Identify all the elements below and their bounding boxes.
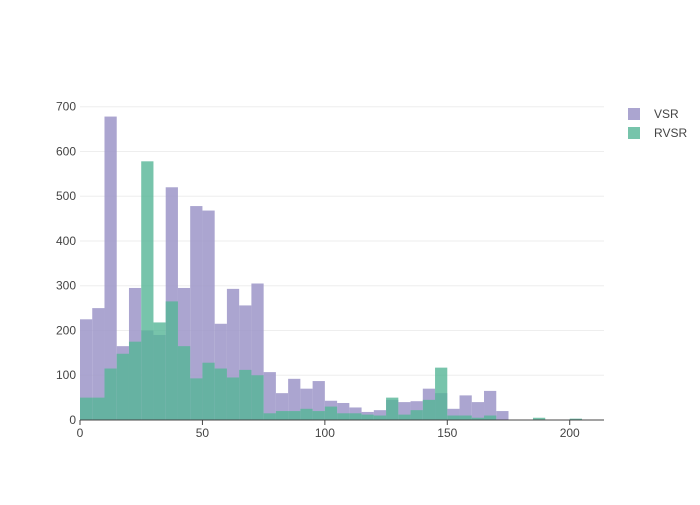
bar-rvsr	[386, 397, 399, 420]
bar-rvsr	[422, 399, 436, 420]
bar-rvsr	[116, 353, 129, 420]
y-tick-label: 400	[56, 234, 76, 248]
bar-rvsr	[447, 415, 460, 420]
legend[interactable]: VSR RVSR	[628, 107, 687, 140]
bar-vsr	[447, 408, 460, 420]
bar-vsr	[373, 410, 387, 420]
bar-rvsr	[471, 417, 485, 420]
legend-swatch	[628, 108, 640, 120]
bar-rvsr	[361, 414, 374, 420]
legend-item-vsr[interactable]: VSR	[628, 107, 679, 121]
bar-rvsr	[532, 417, 546, 420]
bar-vsr	[471, 402, 485, 420]
bar-vsr	[190, 206, 203, 420]
bar-rvsr	[484, 415, 497, 420]
bar-vsr	[288, 378, 301, 420]
bars	[80, 116, 582, 420]
bar-rvsr	[569, 418, 582, 420]
bar-rvsr	[373, 415, 387, 420]
bar-rvsr	[288, 411, 301, 420]
legend-label: VSR	[654, 107, 679, 121]
bar-rvsr	[263, 413, 276, 420]
bar-rvsr	[128, 341, 142, 420]
bar-rvsr	[165, 301, 178, 420]
bar-rvsr	[141, 161, 154, 420]
bar-vsr	[484, 390, 497, 420]
bar-rvsr	[337, 413, 350, 420]
legend-item-rvsr[interactable]: RVSR	[628, 126, 687, 140]
y-tick-label: 300	[56, 279, 76, 293]
bar-rvsr	[398, 414, 411, 420]
legend-label: RVSR	[654, 126, 687, 140]
bar-vsr	[496, 411, 509, 420]
bar-rvsr	[300, 408, 313, 420]
bar-rvsr	[275, 411, 289, 420]
bar-vsr	[263, 372, 276, 420]
y-tick-label: 700	[56, 100, 76, 114]
bar-vsr	[459, 395, 472, 420]
legend-swatch	[628, 127, 640, 139]
series-rvsr	[80, 161, 582, 420]
y-tick-label: 200	[56, 323, 76, 337]
bar-rvsr	[104, 368, 117, 420]
bar-rvsr	[80, 397, 93, 420]
bar-rvsr	[410, 410, 423, 420]
bar-rvsr	[92, 397, 105, 420]
x-tick-label: 0	[77, 426, 84, 440]
y-tick-label: 600	[56, 144, 76, 158]
bar-rvsr	[251, 375, 264, 420]
bar-rvsr	[202, 362, 215, 420]
x-tick-label: 50	[196, 426, 210, 440]
bar-rvsr	[153, 322, 166, 420]
bar-rvsr	[312, 411, 325, 420]
bar-rvsr	[435, 367, 448, 420]
bar-rvsr	[177, 346, 191, 420]
bar-rvsr	[190, 378, 203, 420]
bar-vsr	[104, 116, 117, 420]
bar-rvsr	[324, 406, 338, 420]
bar-vsr	[312, 381, 325, 420]
bar-rvsr	[226, 377, 240, 420]
bar-vsr	[80, 319, 93, 420]
y-tick-label: 500	[56, 189, 76, 203]
axes: 0 100 200 300 400 500 600 700 0 50 100 150 200	[56, 100, 604, 440]
x-tick-label: 200	[560, 426, 580, 440]
y-tick-label: 0	[69, 413, 76, 427]
bar-rvsr	[214, 368, 227, 420]
y-tick-label: 100	[56, 368, 76, 382]
x-tick-label: 100	[315, 426, 335, 440]
bar-rvsr	[239, 369, 252, 420]
bar-rvsr	[459, 415, 472, 420]
bar-rvsr	[349, 413, 362, 420]
bar-vsr	[92, 308, 105, 420]
x-tick-label: 150	[437, 426, 457, 440]
